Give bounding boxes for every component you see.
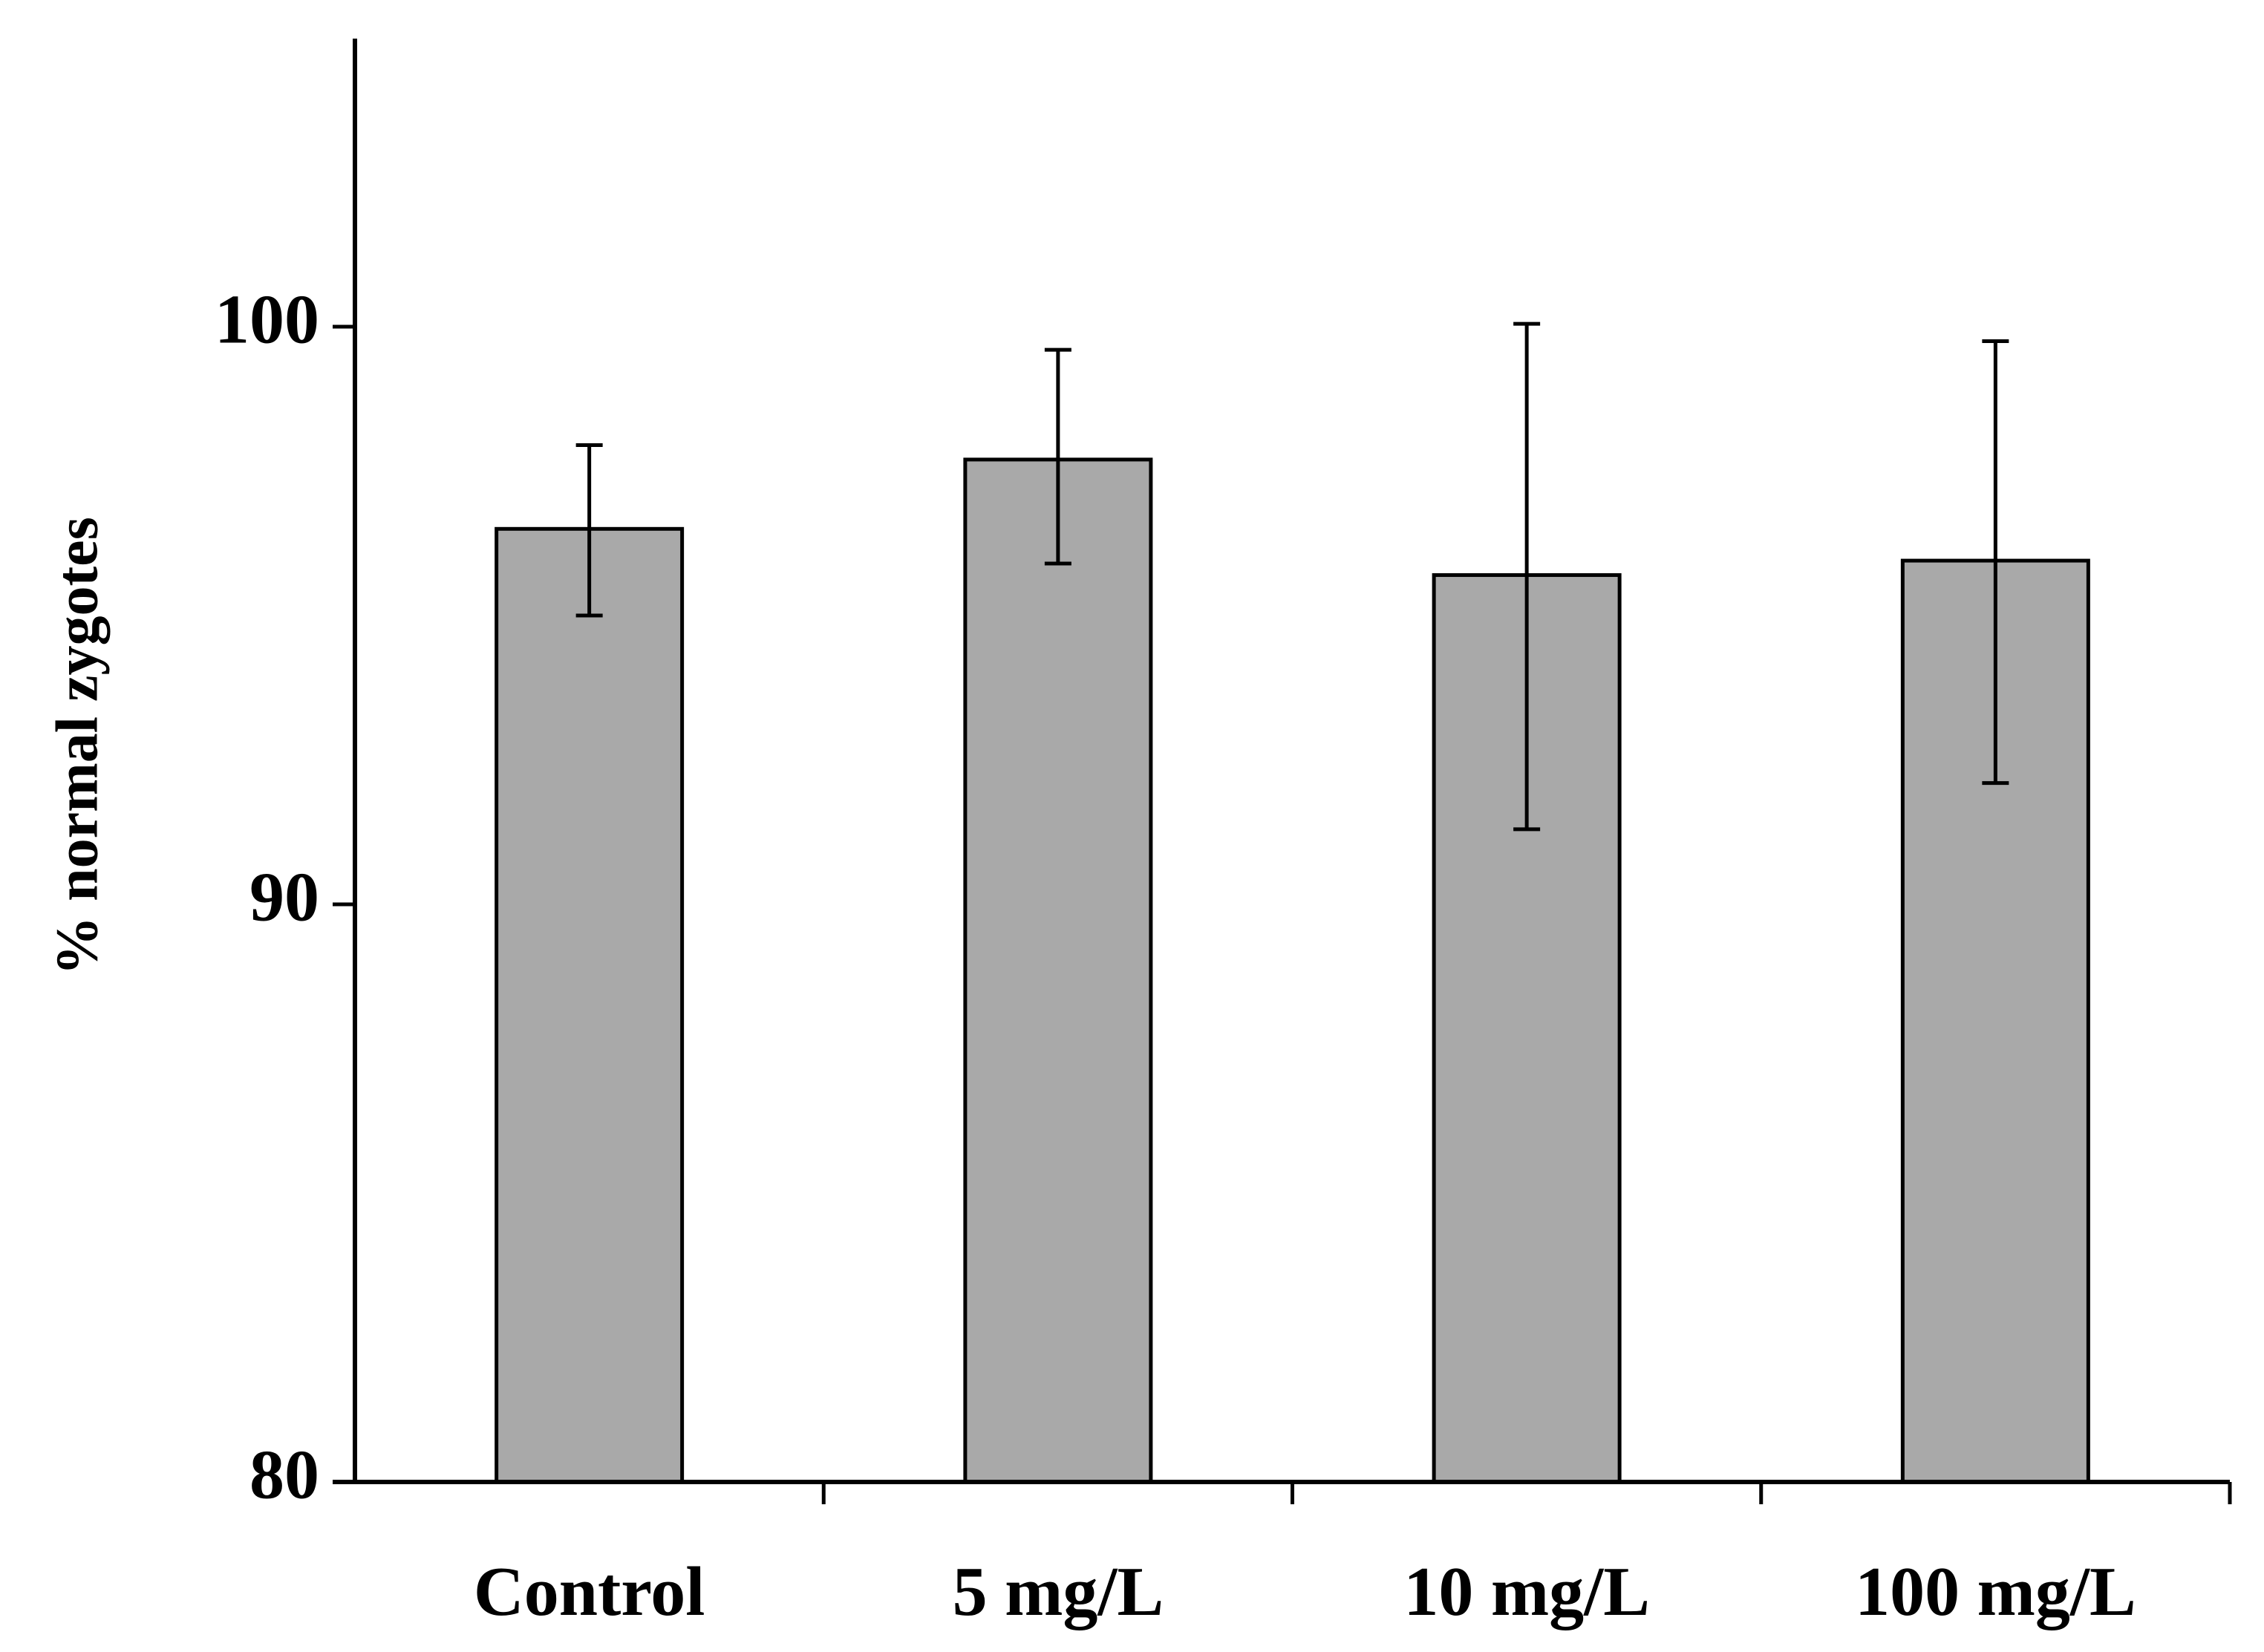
y-tick-label-100: 100	[215, 281, 319, 359]
x-tick-label-1: 5 mg/L	[953, 1553, 1164, 1630]
x-tick-label-0: Control	[474, 1553, 705, 1630]
plot-area: Control 5 mg/L 10 mg/L 100 mg/L 80 90 100	[215, 39, 2232, 1630]
bar-1	[963, 457, 1153, 1484]
x-tick-label-3: 100 mg/L	[1855, 1553, 2136, 1630]
y-axis-title: % normal zygotes	[45, 517, 110, 976]
y-tick-label-80: 80	[249, 1437, 319, 1514]
bar-0	[495, 526, 685, 1484]
x-tick-label-2: 10 mg/L	[1403, 1553, 1650, 1630]
y-tick-label-90: 90	[249, 859, 319, 936]
